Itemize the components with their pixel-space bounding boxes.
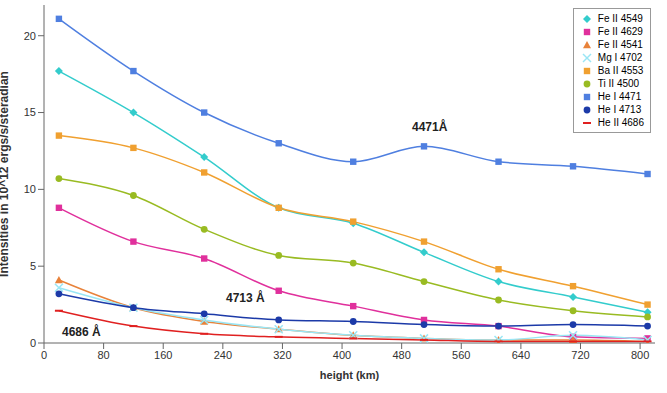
html-text:Fe II 4629: Fe II 4629 [597,26,643,37]
svg-text:5: 5 [30,260,36,272]
html-text:Ba II 4553: Ba II 4553 [597,65,644,76]
svg-text:Intensities in 10^12 ergs/s/st: Intensities in 10^12 ergs/s/steradian [8,71,11,277]
html-text:Fe II 4549: Fe II 4549 [597,13,643,24]
html-text:Mg I 4702: Mg I 4702 [597,52,643,63]
svg-text:800: 800 [631,349,649,361]
svg-text:20: 20 [24,30,36,42]
html-text:Ti II 4500: Ti II 4500 [597,78,640,89]
html-text:He II 4686: He II 4686 [597,117,644,128]
svg-text:0: 0 [30,337,36,349]
svg-text:320: 320 [273,349,291,361]
html-text:4686 Å: 4686 Å [62,325,101,339]
html-text:4471Å: 4471Å [412,120,448,134]
html-text:Fe II 4541: Fe II 4541 [597,39,643,50]
html-text:4713 Å: 4713 Å [226,291,265,305]
svg-text:240: 240 [214,349,232,361]
html-text:He I 4713: He I 4713 [597,104,642,115]
svg-text:400: 400 [333,349,351,361]
svg-text:height (km): height (km) [320,369,380,381]
svg-text:80: 80 [97,349,109,361]
html-text:He I 4471: He I 4471 [597,91,642,102]
svg-text:10: 10 [24,183,36,195]
svg-text:640: 640 [512,349,530,361]
svg-text:160: 160 [154,349,172,361]
svg-text:720: 720 [571,349,589,361]
svg-text:0: 0 [41,349,47,361]
svg-text:480: 480 [392,349,410,361]
svg-text:15: 15 [24,106,36,118]
svg-text:560: 560 [452,349,470,361]
